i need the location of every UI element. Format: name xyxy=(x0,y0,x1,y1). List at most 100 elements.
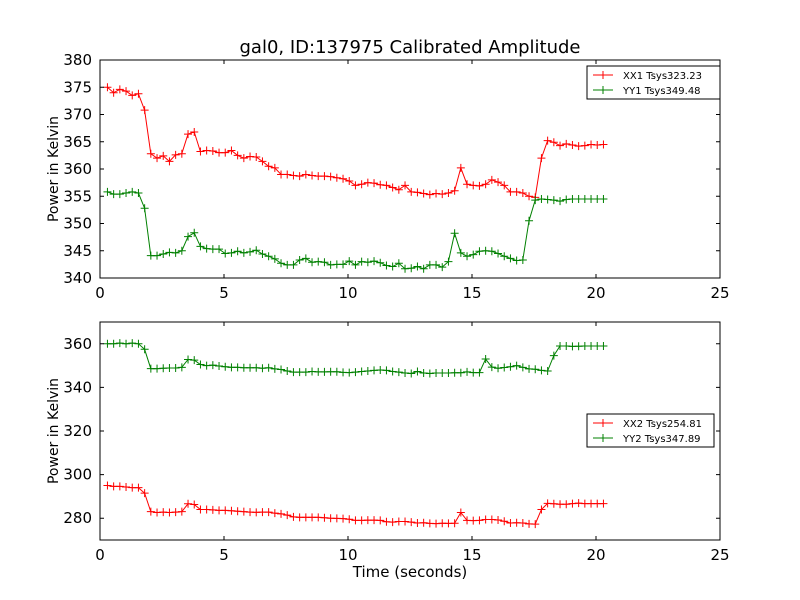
data-point xyxy=(270,509,279,518)
data-point xyxy=(103,481,112,490)
data-point xyxy=(562,139,571,148)
data-point xyxy=(432,260,441,269)
data-point xyxy=(574,142,583,151)
data-point xyxy=(115,482,124,491)
data-point xyxy=(394,259,403,268)
data-point xyxy=(525,216,534,225)
data-point xyxy=(388,518,397,527)
data-point xyxy=(308,171,317,180)
data-point xyxy=(351,260,360,269)
data-point xyxy=(432,189,441,198)
data-point xyxy=(450,229,459,238)
x-tick-label: 10 xyxy=(338,546,357,564)
data-point xyxy=(549,351,558,360)
data-point xyxy=(270,364,279,373)
legend-marker xyxy=(599,86,607,94)
data-point xyxy=(295,256,304,265)
data-point xyxy=(345,257,354,266)
data-point xyxy=(494,178,503,187)
data-point xyxy=(444,188,453,197)
data-point xyxy=(277,259,286,268)
data-point xyxy=(295,172,304,181)
data-point xyxy=(159,151,168,160)
x-tick-label: 25 xyxy=(710,284,729,302)
data-point xyxy=(376,180,385,189)
data-point xyxy=(221,362,230,371)
data-point xyxy=(190,356,199,365)
data-point xyxy=(146,149,155,158)
data-point xyxy=(202,146,211,155)
data-point xyxy=(419,518,428,527)
data-point xyxy=(159,250,168,259)
data-point xyxy=(487,175,496,184)
y-tick-label: 350 xyxy=(63,215,92,233)
y-tick-label: 380 xyxy=(63,51,92,69)
data-point xyxy=(339,174,348,183)
legend-label: XX2 Tsys254.81 xyxy=(623,419,702,430)
y-tick-label: 355 xyxy=(63,187,92,205)
data-point xyxy=(357,257,366,266)
legend-box xyxy=(586,65,721,100)
data-point xyxy=(494,515,503,524)
data-point xyxy=(227,248,236,257)
data-point xyxy=(438,190,447,199)
data-point xyxy=(500,517,509,526)
data-point xyxy=(190,127,199,136)
data-point xyxy=(531,520,540,529)
data-point xyxy=(556,141,565,150)
data-point xyxy=(283,170,292,179)
data-point xyxy=(122,339,131,348)
data-point xyxy=(376,516,385,525)
data-point xyxy=(345,176,354,185)
data-point xyxy=(357,180,366,189)
legend-box xyxy=(586,413,715,448)
data-point xyxy=(382,261,391,270)
data-point xyxy=(599,194,608,203)
y-tick-label: 320 xyxy=(63,422,92,440)
data-point xyxy=(289,260,298,269)
bottom-y-axis-label: Power in Kelvin xyxy=(46,378,62,484)
y-tick-label: 365 xyxy=(63,133,92,151)
data-point xyxy=(407,518,416,527)
data-point xyxy=(599,341,608,350)
data-point xyxy=(184,499,193,508)
data-point xyxy=(562,500,571,509)
data-point xyxy=(115,190,124,199)
data-point xyxy=(438,263,447,272)
x-tick-label: 5 xyxy=(219,284,229,302)
data-point xyxy=(481,180,490,189)
data-point xyxy=(332,367,341,376)
data-point xyxy=(512,361,521,370)
x-tick-label: 20 xyxy=(586,546,605,564)
data-point xyxy=(568,141,577,150)
data-point xyxy=(115,339,124,348)
data-point xyxy=(252,153,261,162)
data-point xyxy=(556,197,565,206)
data-point xyxy=(512,187,521,196)
data-point xyxy=(122,87,131,96)
data-point xyxy=(401,517,410,526)
data-point xyxy=(525,192,534,201)
x-tick-label: 15 xyxy=(462,284,481,302)
data-point xyxy=(407,369,416,378)
data-point xyxy=(543,136,552,145)
y-tick-label: 300 xyxy=(63,466,92,484)
data-point xyxy=(512,256,521,265)
data-point xyxy=(413,188,422,197)
y-tick-label: 345 xyxy=(63,242,92,260)
data-point xyxy=(500,181,509,190)
x-tick-label: 0 xyxy=(95,546,105,564)
data-point xyxy=(140,489,149,498)
data-point xyxy=(345,515,354,524)
data-point xyxy=(388,367,397,376)
data-point xyxy=(363,258,372,267)
data-point xyxy=(264,508,273,517)
top-y-axis-label: Power in Kelvin xyxy=(46,116,62,222)
data-point xyxy=(339,260,348,269)
data-point xyxy=(463,252,472,261)
data-point xyxy=(543,195,552,204)
data-point xyxy=(475,368,484,377)
data-point xyxy=(239,154,248,163)
